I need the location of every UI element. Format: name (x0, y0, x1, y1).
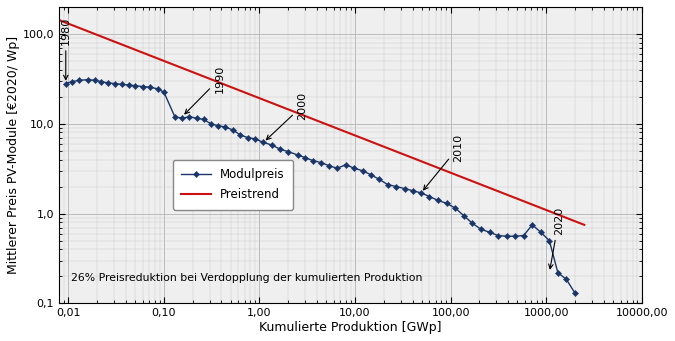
Preistrend (568, 218, 576, 222)
Text: 2000: 2000 (267, 92, 307, 140)
Modulpreis (317, 161, 325, 165)
Preistrend (49, 16, 57, 20)
Modulpreis (503, 234, 511, 238)
Text: 2020: 2020 (549, 207, 564, 269)
Line: Modulpreis: Modulpreis (63, 77, 577, 295)
Line: Preistrend: Preistrend (53, 18, 585, 225)
Modulpreis (207, 122, 215, 126)
Preistrend (304, 115, 313, 119)
Text: 26% Preisreduktion bei Verdopplung der kumulierten Produktion: 26% Preisreduktion bei Verdopplung der k… (71, 273, 422, 283)
Legend: Modulpreis, Preistrend: Modulpreis, Preistrend (173, 160, 293, 210)
Modulpreis (178, 116, 186, 120)
Preistrend (365, 139, 373, 143)
Y-axis label: Mittlerer Preis PV-Module [€2020/ Wp]: Mittlerer Preis PV-Module [€2020/ Wp] (7, 36, 20, 274)
Preistrend (580, 223, 589, 227)
Text: 1980: 1980 (61, 17, 71, 79)
Modulpreis (268, 143, 276, 147)
Preistrend (337, 128, 345, 132)
Text: 1990: 1990 (185, 65, 224, 114)
Preistrend (485, 186, 493, 190)
Modulpreis (554, 271, 562, 275)
Modulpreis (61, 81, 70, 86)
X-axis label: Kumulierte Produktion [GWp]: Kumulierte Produktion [GWp] (259, 321, 441, 334)
Preistrend (302, 114, 310, 118)
Text: 2010: 2010 (424, 133, 463, 190)
Modulpreis (571, 291, 579, 295)
Modulpreis (84, 78, 92, 82)
